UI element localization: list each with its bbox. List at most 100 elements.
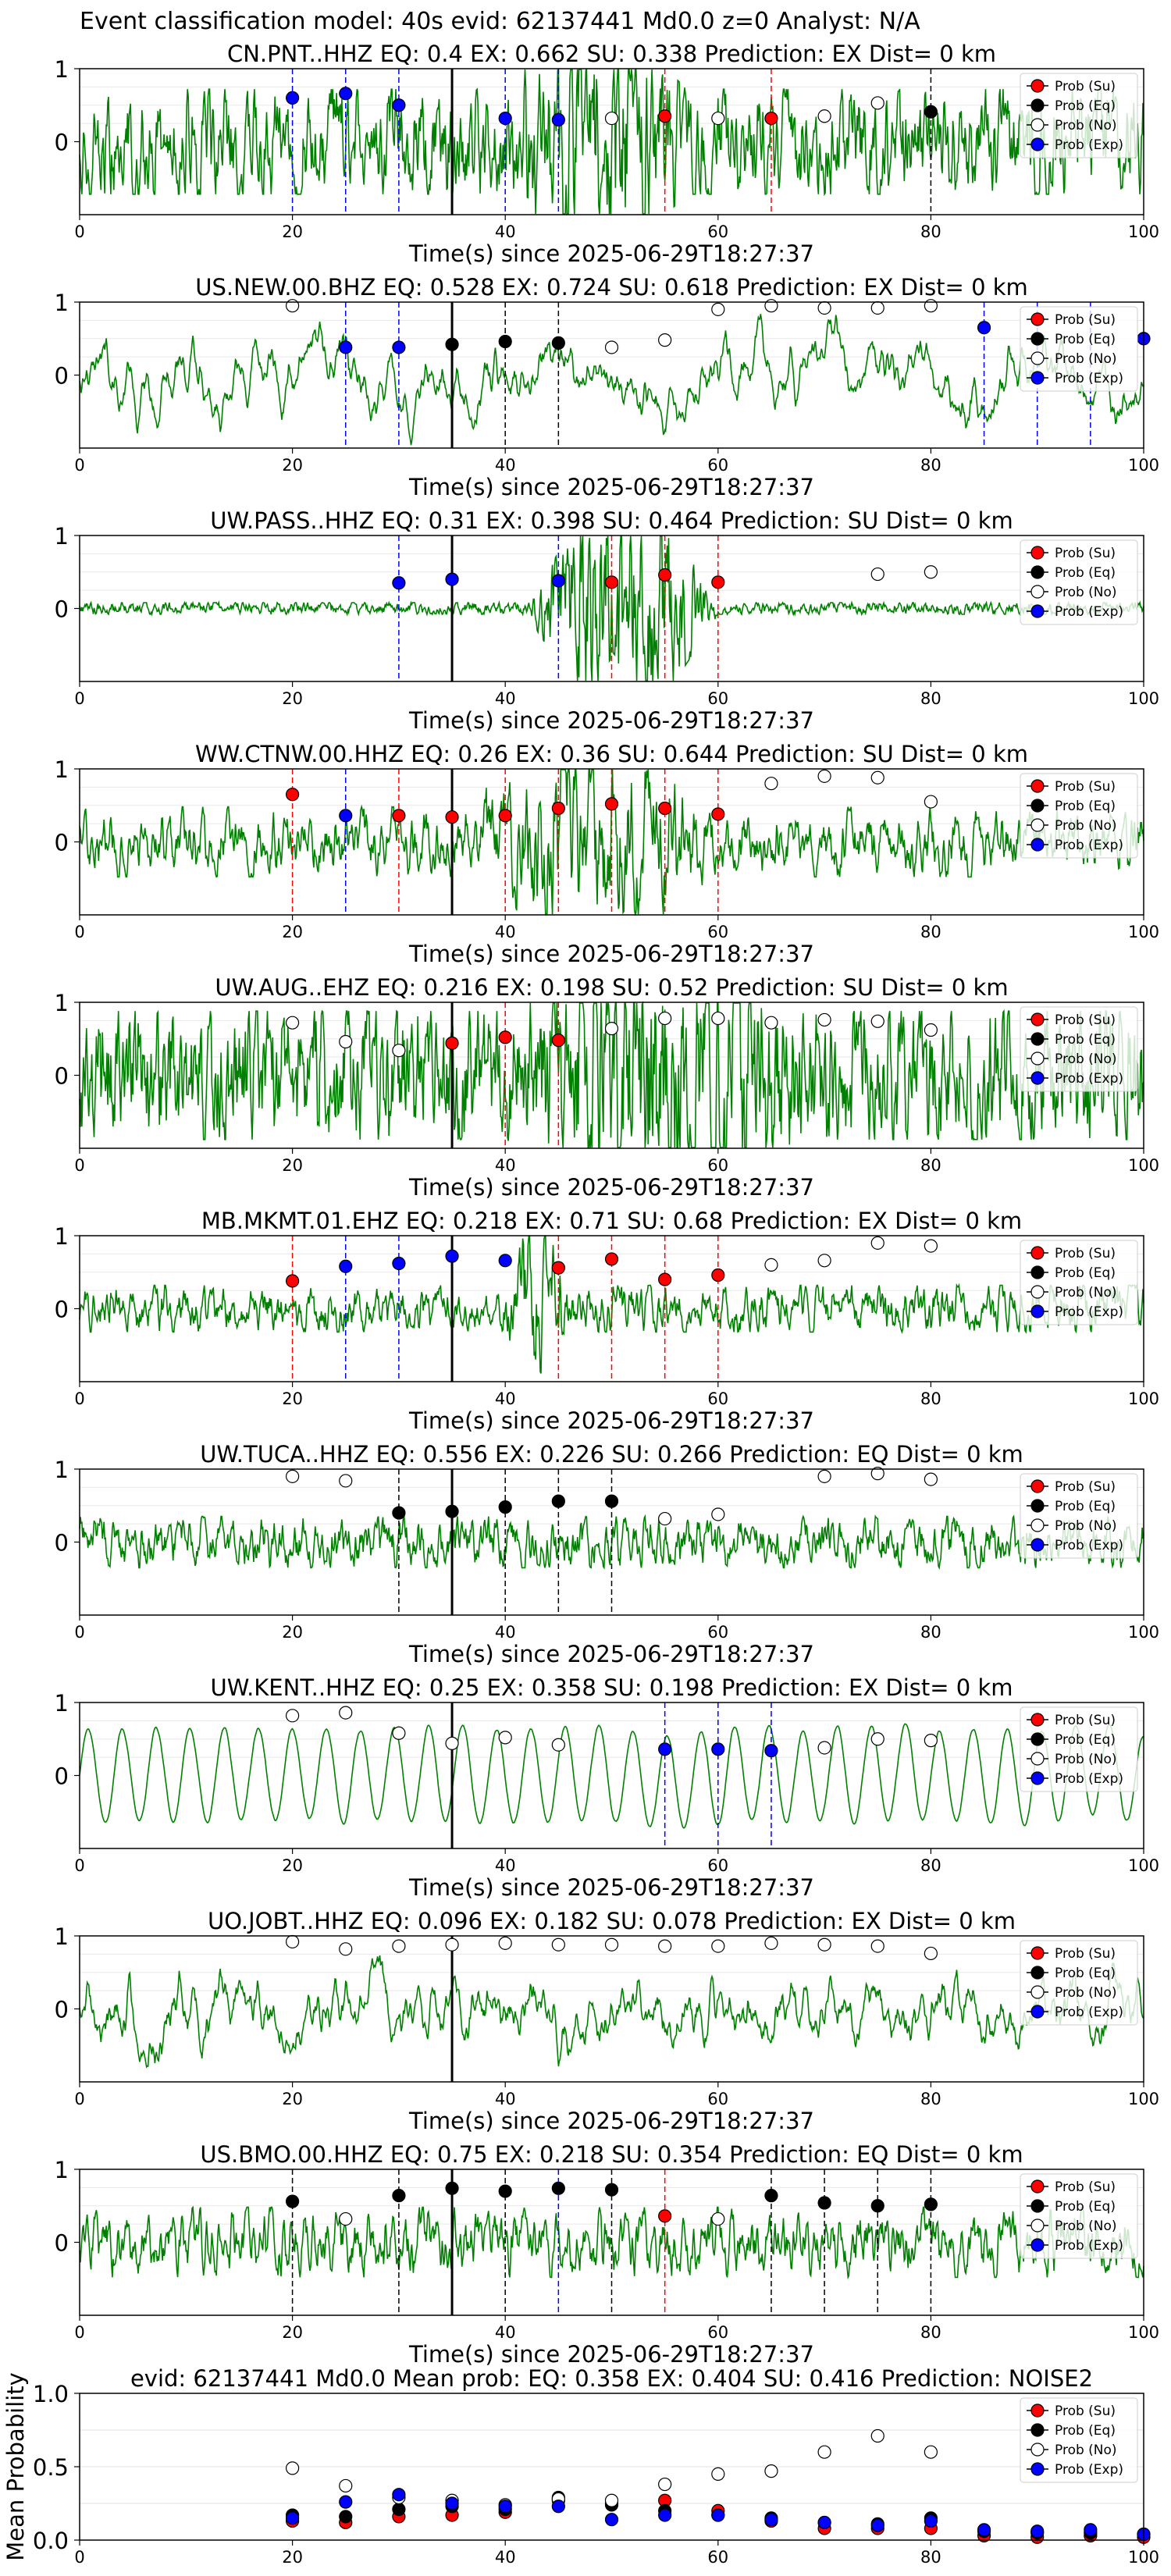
prob-point-no [764, 1258, 778, 1272]
legend-label-no: Prob (No) [1055, 1752, 1117, 1767]
y-tick-label: 1 [55, 523, 69, 550]
x-tick-label: 0 [74, 1389, 84, 1408]
prob-point-no [924, 299, 938, 313]
x-tick-label: 100 [1128, 1156, 1159, 1175]
mean-point-no [286, 2461, 300, 2475]
legend-label-exp: Prob (Exp) [1055, 371, 1123, 386]
prob-point-exp [498, 111, 512, 126]
prob-point-eq [498, 334, 512, 349]
prob-point-no [870, 1732, 884, 1746]
prob-point-no [764, 299, 778, 313]
legend-label-no: Prob (No) [1055, 585, 1117, 600]
legend-label-no: Prob (No) [1055, 118, 1117, 133]
legend-marker-eq [1030, 1032, 1045, 1046]
station-panel: US.NEW.00.BHZ EQ: 0.528 EX: 0.724 SU: 0.… [55, 274, 1160, 500]
panel-title: CN.PNT..HHZ EQ: 0.4 EX: 0.662 SU: 0.338 … [227, 41, 996, 67]
prob-point-su [604, 797, 619, 811]
legend-box [1020, 73, 1138, 158]
legend-label-su: Prob (Su) [1055, 1946, 1116, 1962]
x-axis-label: Time(s) since 2025-06-29T18:27:37 [408, 707, 814, 734]
x-tick-label: 60 [707, 1623, 728, 1642]
prob-point-exp [711, 1742, 725, 1756]
legend-label-no: Prob (No) [1055, 2218, 1117, 2234]
legend-marker-eq [1030, 1265, 1045, 1279]
legend-marker-su [1030, 2403, 1045, 2418]
prob-point-exp [339, 1259, 353, 1273]
legend-label-su: Prob (Su) [1055, 2179, 1116, 2195]
legend-label-exp: Prob (Exp) [1055, 1771, 1123, 1787]
panel-title: MB.MKMT.01.EHZ EQ: 0.218 EX: 0.71 SU: 0.… [201, 1208, 1022, 1234]
x-tick-label: 60 [707, 2323, 728, 2342]
legend-box [1020, 1706, 1138, 1792]
legend-marker-exp [1030, 371, 1045, 385]
x-tick-label: 80 [920, 1156, 941, 1175]
legend-label-eq: Prob (Eq) [1055, 1032, 1116, 1048]
x-tick-label: 40 [495, 456, 516, 475]
legend-label-exp: Prob (Exp) [1055, 1071, 1123, 1087]
legend-marker-no [1030, 351, 1045, 365]
x-axis-label: Time(s) since 2025-06-29T18:27:37 [408, 941, 814, 967]
legend-marker-no [1030, 118, 1045, 132]
prob-point-su [551, 801, 565, 816]
legend-marker-su [1030, 779, 1045, 793]
prob-point-no [870, 96, 884, 110]
prob-point-exp [392, 98, 406, 112]
prob-point-eq [817, 2196, 831, 2210]
prob-point-no [658, 1511, 672, 1526]
legend-label-eq: Prob (Eq) [1055, 98, 1116, 114]
x-tick-label: 20 [282, 1623, 303, 1642]
x-tick-label: 40 [495, 2548, 516, 2567]
x-tick-label: 0 [74, 689, 84, 708]
legend-label-no: Prob (No) [1055, 351, 1117, 367]
prob-point-exp [286, 91, 300, 105]
prob-point-no [870, 1939, 884, 1953]
waveform-trace [79, 1723, 1144, 1829]
x-tick-label: 40 [495, 689, 516, 708]
legend-label-no: Prob (No) [1055, 818, 1117, 834]
panel-title: UO.JOBT..HHZ EQ: 0.096 EX: 0.182 SU: 0.0… [208, 1908, 1016, 1934]
x-tick-label: 100 [1128, 456, 1159, 475]
legend-label-exp: Prob (Exp) [1055, 2005, 1123, 2020]
legend-label-no: Prob (No) [1055, 1985, 1117, 2001]
legend-marker-su [1030, 1713, 1045, 1727]
y-tick-label: 1 [55, 990, 69, 1016]
y-tick-label: 1 [55, 290, 69, 316]
panel-title: US.NEW.00.BHZ EQ: 0.528 EX: 0.724 SU: 0.… [195, 274, 1028, 301]
prob-point-su [658, 1272, 672, 1286]
legend-label-su: Prob (Su) [1055, 779, 1116, 795]
legend-label-su: Prob (Su) [1055, 1713, 1116, 1728]
prob-point-no [339, 1474, 353, 1488]
legend-label-exp: Prob (Exp) [1055, 2462, 1123, 2478]
prob-point-no [870, 1467, 884, 1481]
prob-point-no [870, 567, 884, 582]
legend-label-su: Prob (Su) [1055, 79, 1116, 94]
x-tick-label: 80 [920, 456, 941, 475]
prob-point-no [870, 1236, 884, 1250]
prob-point-no [392, 1044, 406, 1058]
prob-point-no [764, 1936, 778, 1950]
prob-point-no [764, 1016, 778, 1030]
x-tick-label: 40 [495, 2090, 516, 2108]
x-axis-label: Time(s) since 2025-06-29T18:27:37 [408, 2108, 814, 2134]
legend-marker-eq [1030, 1966, 1045, 1980]
legend-marker-su [1030, 1946, 1045, 1960]
x-tick-label: 60 [707, 2548, 728, 2567]
mean-point-exp [1030, 2524, 1045, 2539]
x-tick-label: 0 [74, 1156, 84, 1175]
prob-point-no [711, 1011, 725, 1026]
legend-marker-su [1030, 546, 1045, 560]
x-tick-label: 100 [1128, 2323, 1159, 2342]
legend-label-eq: Prob (Eq) [1055, 2199, 1116, 2215]
prob-point-exp [977, 321, 991, 335]
y-tick-label: 0 [55, 596, 69, 623]
prob-point-eq [445, 337, 459, 351]
legend-label-su: Prob (Su) [1055, 312, 1116, 328]
legend-marker-eq [1030, 98, 1045, 112]
prob-point-exp [764, 1744, 778, 1758]
legend-box [1020, 2173, 1138, 2259]
prob-point-no [924, 1472, 938, 1486]
legend-box [1020, 1240, 1138, 1325]
prob-point-no [817, 1469, 831, 1483]
prob-point-exp [445, 572, 459, 586]
waveform-trace [79, 1514, 1144, 1570]
